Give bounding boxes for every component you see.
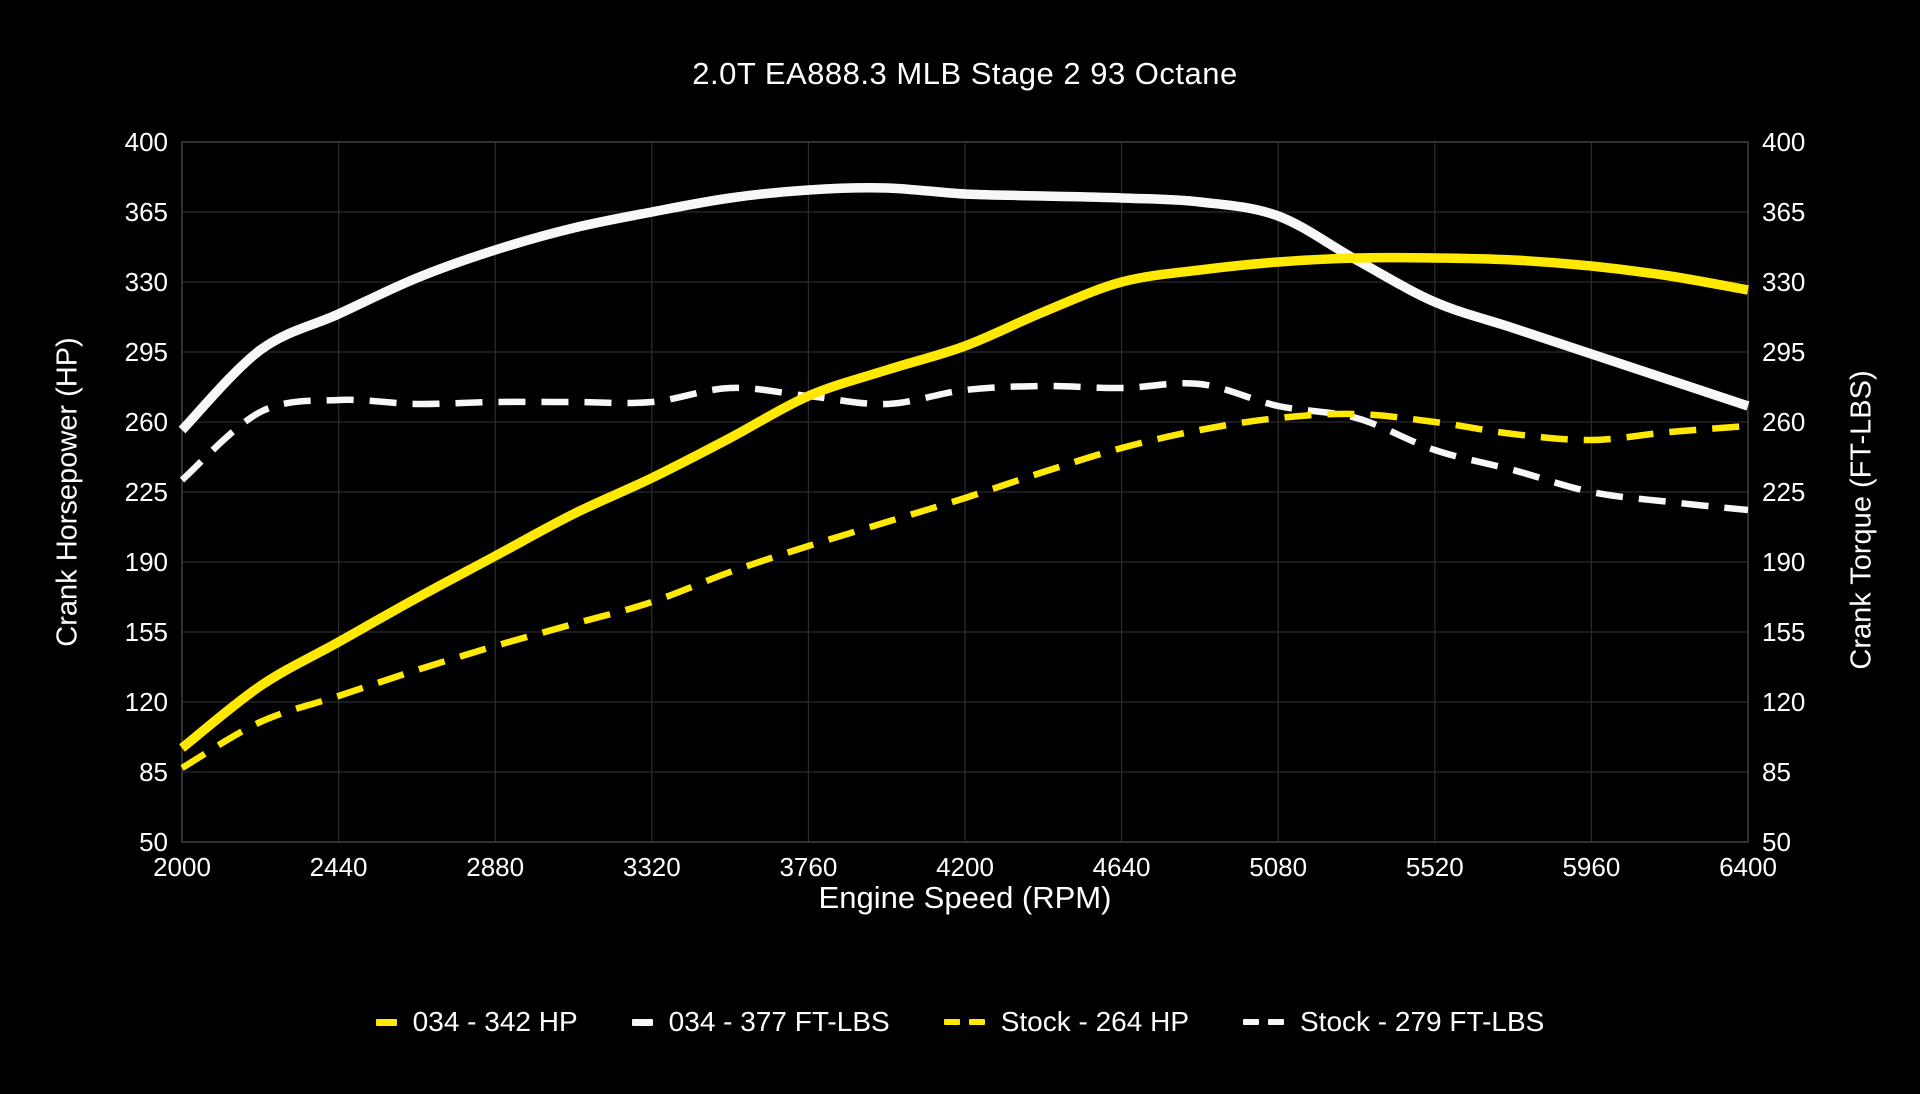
y-tick-label-right-260: 260 — [1762, 407, 1805, 437]
series-line-stock-264-hp — [180, 410, 1749, 771]
chart-title: 2.0T EA888.3 MLB Stage 2 93 Octane — [692, 56, 1238, 91]
y-tick-label-right-120: 120 — [1762, 687, 1805, 717]
series-line-stock-279-ft-lbs — [179, 380, 1749, 514]
y-tick-label-left-155: 155 — [125, 617, 168, 647]
legend-item-stock-tq: Stock - 279 FT-LBS — [1243, 1006, 1544, 1038]
x-tick-label-2000: 2000 — [153, 852, 211, 882]
y-axis-label-right: Crank Torque (FT-LBS) — [1845, 370, 1878, 670]
y-tick-label-right-295: 295 — [1762, 337, 1805, 367]
x-tick-label-2440: 2440 — [310, 852, 368, 882]
legend-label: 034 - 377 FT-LBS — [668, 1006, 890, 1037]
legend-marker-white-solid-icon — [631, 1018, 653, 1026]
y-tick-label-right-190: 190 — [1762, 547, 1805, 577]
series-line-034-342-hp — [179, 252, 1749, 752]
legend-label: 034 - 342 HP — [412, 1006, 578, 1037]
y-tick-label-right-155: 155 — [1762, 617, 1805, 647]
x-axis-label: Engine Speed (RPM) — [818, 880, 1112, 915]
x-tick-label-5520: 5520 — [1406, 852, 1464, 882]
legend-item-stock-hp: Stock - 264 HP — [943, 1006, 1189, 1038]
y-tick-label-left-365: 365 — [125, 197, 168, 227]
x-tick-label-6400: 6400 — [1719, 852, 1777, 882]
y-tick-label-left-400: 400 — [125, 127, 168, 157]
plot-border — [181, 141, 1749, 843]
y-tick-label-left-120: 120 — [125, 687, 168, 717]
legend-label: Stock - 264 HP — [1000, 1006, 1189, 1037]
x-tick-label-2880: 2880 — [466, 852, 524, 882]
x-tick-label-4200: 4200 — [936, 852, 994, 882]
legend-marker-white-dashed-icon — [1243, 1019, 1284, 1025]
y-tick-label-right-400: 400 — [1762, 127, 1805, 157]
y-tick-label-left-330: 330 — [125, 267, 168, 297]
legend-marker-yellow-solid-icon — [375, 1018, 397, 1026]
y-tick-label-right-85: 85 — [1762, 757, 1791, 787]
x-tick-label-5080: 5080 — [1249, 852, 1307, 882]
series-line-034-377-ft-lbs — [178, 183, 1750, 434]
y-tick-label-left-50: 50 — [139, 827, 168, 857]
x-tick-label-5960: 5960 — [1562, 852, 1620, 882]
x-tick-label-3320: 3320 — [623, 852, 681, 882]
legend: 034 - 342 HP 034 - 377 FT-LBS Stock - 26… — [0, 998, 1920, 1046]
y-tick-label-right-50: 50 — [1762, 827, 1791, 857]
legend-item-034-hp: 034 - 342 HP — [375, 1006, 578, 1038]
legend-label: Stock - 279 FT-LBS — [1300, 1006, 1545, 1037]
y-tick-label-right-330: 330 — [1762, 267, 1805, 297]
y-tick-label-left-85: 85 — [139, 757, 168, 787]
y-axis-label-left: Crank Horsepower (HP) — [51, 337, 84, 647]
y-tick-label-left-260: 260 — [125, 407, 168, 437]
y-tick-label-left-295: 295 — [125, 337, 168, 367]
legend-marker-yellow-dashed-icon — [943, 1019, 985, 1025]
y-tick-label-right-225: 225 — [1762, 477, 1805, 507]
y-tick-label-left-225: 225 — [125, 477, 168, 507]
x-tick-label-4640: 4640 — [1093, 852, 1151, 882]
y-tick-label-right-365: 365 — [1762, 197, 1805, 227]
x-tick-label-3760: 3760 — [779, 852, 837, 882]
y-tick-label-left-190: 190 — [125, 547, 168, 577]
legend-item-034-tq: 034 - 377 FT-LBS — [631, 1006, 890, 1038]
